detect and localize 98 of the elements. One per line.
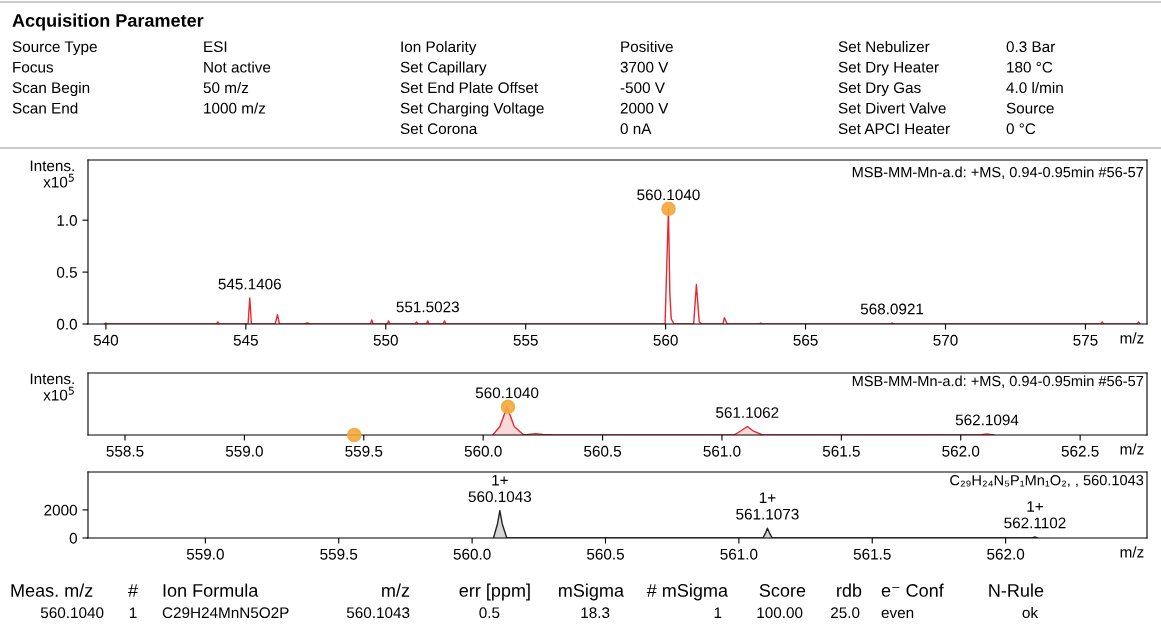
annotation: 551.5023 [396,301,459,313]
x-tick-label: 559.0 [225,445,263,457]
x-tick-label: 570 [933,334,958,346]
text: 560.1040 [40,607,104,619]
y-tick-label: 0.0 [56,318,77,330]
text: 560.1043 [346,607,410,619]
x-axis-title: m/z [1120,443,1144,455]
x-tick-label: 545 [233,334,258,346]
text: Acquisition Parameter [12,13,204,31]
annotation: MSB-MM-Mn-a.d: +MS, 0.94-0.95min #56-57 [852,166,1144,179]
text: Set Capillary [400,61,487,76]
text: 50 m/z [203,81,249,94]
text: even [881,609,914,619]
text: # [128,584,138,597]
x-tick-label: 562.5 [1061,445,1099,457]
x-tick-label: 559.0 [186,548,224,560]
x-axis-title: m/z [1120,332,1144,344]
text: 0.3 Bar [1006,41,1055,53]
x-tick-label: 562.0 [987,548,1025,560]
x-tick-label: 540 [93,334,119,346]
annotation: 1+ 562.1102 [1004,501,1066,529]
text: Set Charging Voltage [400,102,544,117]
text: Source [1006,102,1054,114]
text: Focus [13,61,54,73]
text: Score [759,584,806,597]
text: Set End Plate Offset [400,81,539,94]
x-axis-title: m/z [1120,546,1144,558]
text: 180 °C [1007,61,1053,73]
y-axis-title: Intens. x10$^{5}$ [30,373,74,401]
text: Scan End [12,102,78,114]
x-tick-label: 561.0 [720,548,758,560]
x-tick-label: 561.5 [853,548,891,560]
text: 3700 V [620,61,669,73]
text: Set Nebulizer [838,40,930,53]
text: Meas. m/z [11,583,93,597]
y-axis-title: Intens. x10$^{5}$ [30,160,74,188]
y-tick-label: 2000 [44,504,77,516]
text: MSB-MM-Mn-a.d: +MS, 0.94-0.95min #56-57 [852,375,1144,388]
x-tick-label: 555 [513,334,538,346]
text: 0 °C [1006,123,1036,135]
text: 25.0 [831,607,860,619]
x-tick-label: 559.5 [320,548,358,560]
text: rdb [837,583,862,597]
annotation: 545.1406 [218,278,281,290]
text: 1000 m/z [204,102,266,114]
annotation: 562.1094 [955,414,1019,426]
text: Not active [204,61,271,73]
annotation: 1+ 560.1043 [468,474,532,503]
text: err [ppm] [459,583,530,601]
text: Set Dry Heater [838,61,939,76]
source-note: Source Type [12,41,97,56]
annotation: C₂₉H₂₄N₅P₁Mn₁O₂, , 560.1043 [950,475,1144,488]
text: ok [1022,606,1039,619]
text: Ion Polarity [401,40,477,56]
text: 100.00 [757,607,803,619]
text: 0.5 [479,607,500,619]
text: Ion Formula [163,583,259,597]
x-tick-label: 560.5 [584,445,622,457]
y-tick-label: 1.0 [57,215,77,226]
text: C29H24MnN5O2P [162,607,289,619]
x-tick-label: 561.0 [703,445,741,457]
x-tick-label: 562.0 [942,445,980,457]
text: Positive [621,40,673,53]
x-tick-label: 558.5 [106,445,144,457]
text: 1 [714,607,722,618]
y-tick-label: 0 [69,532,77,544]
annotation: 561.1062 [716,407,779,418]
x-tick-label: 550 [373,334,398,346]
text: # mSigma [646,583,728,601]
text: m/z [382,583,410,597]
text: N-Rule [989,583,1044,597]
text: Set Divert Valve [838,102,946,114]
text: -500 V [620,82,665,94]
annotation: 560.1040 [475,387,539,399]
annotation: 1+ 561.1073 [736,492,799,520]
text: 1 [129,607,137,618]
x-tick-label: 560.0 [453,548,491,560]
annotation: 568.0921 [860,303,924,315]
text: 0 nA [620,123,652,135]
x-tick-label: 565 [793,334,818,346]
x-tick-label: 560.5 [586,548,624,560]
text: 2000 V [620,102,669,114]
y-tick-label: 0.5 [56,266,77,278]
text: mSigma [558,583,624,601]
x-tick-label: 560.0 [464,445,502,457]
text: 4.0 l/min [1006,81,1063,94]
text: Set APCI Heater [838,123,950,135]
annotation: 560.1040 [637,189,700,201]
text: Scan Begin [12,81,90,97]
text: ESI [204,41,227,53]
text: e⁻ Conf [881,583,944,597]
text: Set Dry Gas [838,82,921,97]
text: Set Corona [400,123,478,135]
text: 18.3 [581,607,610,619]
x-tick-label: 559.5 [345,445,383,457]
x-tick-label: 575 [1073,334,1098,346]
x-tick-label: 560 [653,334,678,346]
x-tick-label: 561.5 [822,445,860,457]
